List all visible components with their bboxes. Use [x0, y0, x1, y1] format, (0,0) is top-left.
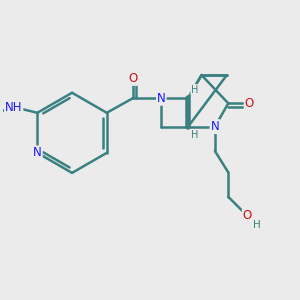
Text: H: H	[191, 130, 199, 140]
Text: O: O	[128, 72, 137, 85]
Text: NH: NH	[5, 100, 22, 114]
Text: O: O	[243, 209, 252, 222]
Text: N: N	[33, 146, 42, 159]
Text: N: N	[211, 120, 219, 133]
Text: N: N	[157, 92, 166, 105]
Text: O: O	[245, 97, 254, 110]
Text: H: H	[191, 85, 199, 95]
Text: H: H	[253, 220, 261, 230]
